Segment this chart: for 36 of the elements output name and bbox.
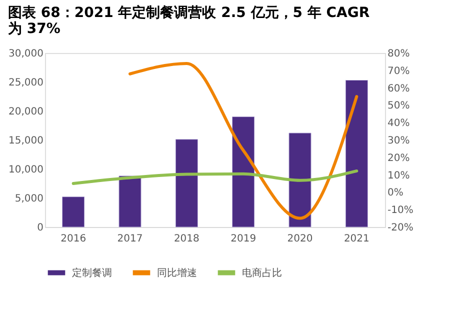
y-tick-label: 15,000 — [8, 136, 44, 146]
y2-tick-label: 70% — [388, 66, 410, 77]
bar — [288, 132, 312, 228]
y-tick-label: 20,000 — [8, 106, 44, 118]
y-tick-label: 0 — [37, 222, 44, 234]
y2-tick-label: 0% — [388, 188, 404, 199]
line-series — [128, 62, 358, 220]
x-tick-label: 2020 — [287, 234, 313, 244]
y2-tick-label: 50% — [388, 100, 410, 112]
x-tick-label: 2016 — [60, 234, 86, 244]
y-tick-label: 10,000 — [8, 164, 44, 176]
legend-label: 电商占比 — [242, 266, 282, 279]
legend-label: 同比增速 — [157, 266, 197, 279]
y2-tick-label: 80% — [388, 48, 410, 60]
x-tick-label: 2018 — [174, 234, 200, 244]
line-series — [72, 169, 358, 185]
y2-tick-label: 20% — [388, 152, 410, 164]
bar — [118, 176, 142, 228]
y2-tick-label: -20% — [388, 222, 414, 234]
bar — [62, 196, 85, 228]
bar — [232, 116, 255, 228]
y2-tick-label: 10% — [388, 170, 410, 182]
chart-title: 图表 68：2021 年定制餐调营收 2.5 亿元，5 年 CAGR 为 37% — [8, 4, 370, 37]
y2-tick-label: 60% — [388, 83, 410, 94]
x-tick-label: 2021 — [344, 234, 370, 244]
y-tick-label: 30,000 — [8, 48, 44, 60]
y-tick-label: 5,000 — [14, 194, 44, 204]
y2-tick-label: 30% — [388, 136, 410, 146]
x-tick-label: 2019 — [230, 234, 256, 244]
y2-tick-label: -10% — [388, 205, 414, 216]
x-tick-label: 2017 — [117, 234, 143, 244]
legend-label: 定制餐调 — [72, 266, 112, 279]
y2-tick-label: 40% — [388, 118, 410, 130]
bar — [345, 80, 368, 228]
bar — [175, 139, 198, 228]
y-tick-label: 25,000 — [8, 78, 44, 88]
